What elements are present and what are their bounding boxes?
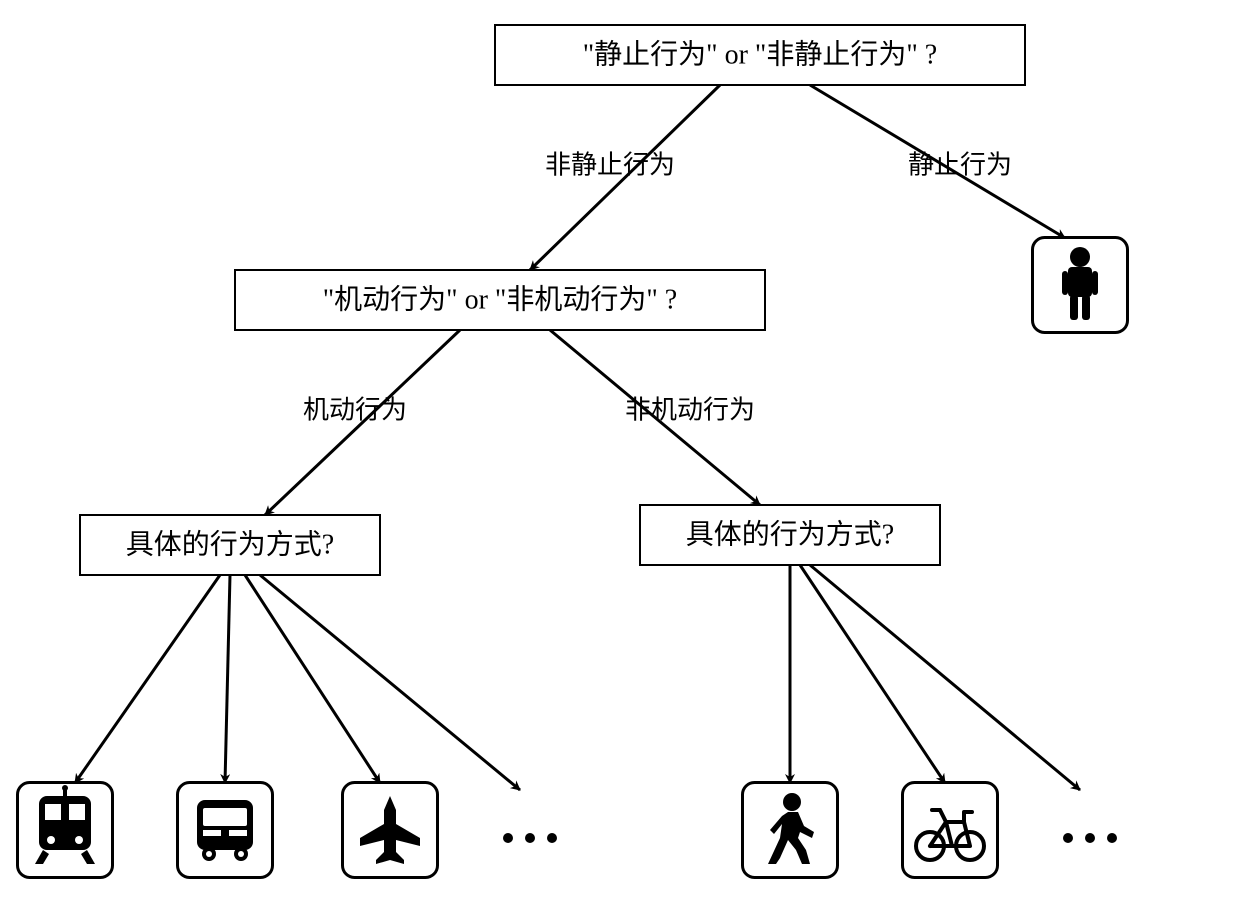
decision-label: 具体的行为方式? bbox=[686, 519, 894, 551]
decision-node: "机动行为" or "非机动行为" ? bbox=[235, 270, 765, 330]
bus-icon bbox=[178, 783, 273, 878]
edge-arrow bbox=[75, 575, 220, 783]
edge-arrow bbox=[225, 575, 230, 783]
edge-label: 静止行为 bbox=[908, 151, 1012, 180]
decision-node: 具体的行为方式? bbox=[80, 515, 380, 575]
decision-node: "静止行为" or "非静止行为" ? bbox=[495, 25, 1025, 85]
person-standing-icon bbox=[1033, 238, 1128, 333]
ellipsis-dots bbox=[1063, 833, 1117, 843]
bicycle-icon bbox=[903, 783, 998, 878]
edge-label: 非静止行为 bbox=[545, 151, 675, 180]
plane-icon bbox=[343, 783, 438, 878]
edge-arrow bbox=[800, 565, 945, 783]
pedestrian-icon bbox=[743, 783, 838, 878]
edge-label: 机动行为 bbox=[303, 396, 407, 425]
decision-label: "静止行为" or "非静止行为" ? bbox=[583, 39, 937, 71]
decision-label: 具体的行为方式? bbox=[126, 529, 334, 561]
decision-node: 具体的行为方式? bbox=[640, 505, 940, 565]
decision-tree-diagram: 非静止行为 静止行为机动行为 非机动行为 "静止行为" or "非静止行为" ? "机… bbox=[0, 0, 1240, 917]
decision-label: "机动行为" or "非机动行为" ? bbox=[323, 284, 677, 316]
edge-label: 非机动行为 bbox=[625, 396, 755, 425]
ellipsis-dots bbox=[503, 833, 557, 843]
train-icon bbox=[18, 783, 113, 878]
edge-arrow bbox=[810, 565, 1080, 790]
edge-arrow bbox=[245, 575, 380, 783]
edge-arrow bbox=[260, 575, 520, 790]
